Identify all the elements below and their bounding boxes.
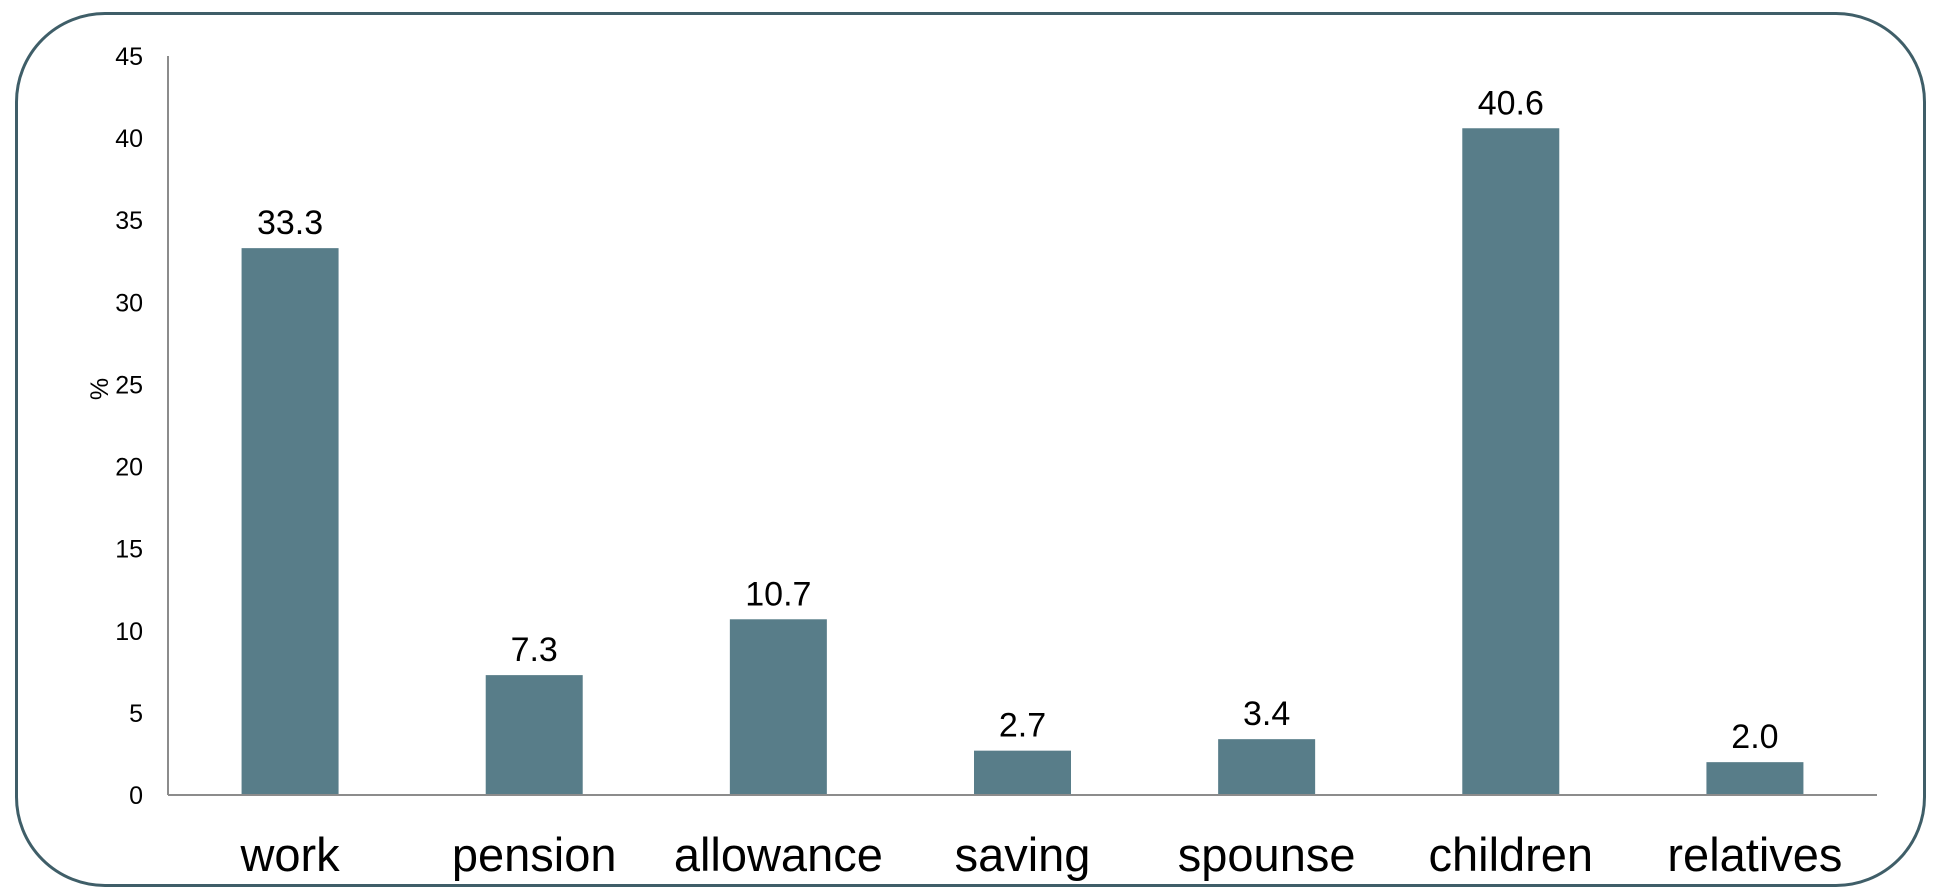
y-tick-label: 15 xyxy=(115,536,143,564)
category-label-work: work xyxy=(239,828,340,881)
bar-saving xyxy=(974,750,1071,795)
data-label-spounse: 3.4 xyxy=(1243,695,1290,733)
y-tick-label: 20 xyxy=(115,454,143,482)
y-tick-label: 5 xyxy=(129,700,143,728)
data-labels: 33.3 7.3 10.7 2.7 3.4 40.6 2.0 xyxy=(257,84,1779,756)
category-label-children: children xyxy=(1428,828,1593,881)
y-tick-label: 45 xyxy=(115,43,143,71)
y-axis-ticks: 0 5 10 15 20 25 30 35 40 45 xyxy=(115,43,143,810)
bar-spounse xyxy=(1218,739,1316,795)
y-tick-label: 40 xyxy=(115,125,143,153)
bar-work xyxy=(241,248,339,795)
bar-children xyxy=(1462,128,1560,795)
y-tick-label: 10 xyxy=(115,618,143,646)
y-tick-label: 35 xyxy=(115,207,143,235)
category-label-saving: saving xyxy=(955,828,1091,881)
bars xyxy=(241,128,1804,795)
data-label-pension: 7.3 xyxy=(511,631,558,669)
y-axis-label: % xyxy=(86,378,114,400)
data-label-saving: 2.7 xyxy=(999,707,1046,745)
category-label-allowance: allowance xyxy=(674,828,883,881)
bar-relatives xyxy=(1706,762,1804,795)
category-label-relatives: relatives xyxy=(1667,828,1842,881)
y-tick-label: 0 xyxy=(129,782,143,810)
data-label-relatives: 2.0 xyxy=(1731,718,1778,756)
category-label-pension: pension xyxy=(452,828,617,881)
chart-frame xyxy=(15,12,1926,887)
data-label-children: 40.6 xyxy=(1478,84,1544,122)
category-labels: work pension allowance saving spounse childre… xyxy=(239,828,1842,881)
data-label-allowance: 10.7 xyxy=(745,575,811,613)
bar-allowance xyxy=(729,619,827,795)
y-tick-label: 25 xyxy=(115,371,143,399)
bar-pension xyxy=(485,675,583,795)
y-tick-label: 30 xyxy=(115,289,143,317)
category-label-spounse: spounse xyxy=(1178,828,1356,881)
data-label-work: 33.3 xyxy=(257,204,323,242)
